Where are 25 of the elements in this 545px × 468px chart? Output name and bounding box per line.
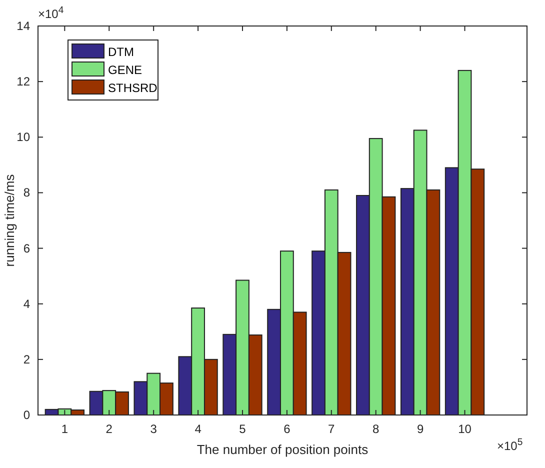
legend-label: DTM [108, 45, 134, 59]
y-tick-label: 8 [23, 186, 30, 200]
x-tick-label: 2 [106, 422, 113, 436]
x-tick-label: 1 [61, 422, 68, 436]
legend-label: STHSRD [108, 81, 158, 95]
y-tick-label: 14 [16, 19, 30, 33]
y-tick-label: 0 [23, 408, 30, 422]
x-tick-label: 7 [328, 422, 336, 436]
x-tick-label: 10 [458, 422, 472, 436]
y-tick-label: 12 [16, 74, 30, 89]
x-tick-label: 5 [239, 422, 246, 436]
y-tick-label: 10 [16, 130, 30, 144]
y-tick-label: 4 [23, 296, 30, 311]
text: ×10$^{4}$ [38, 4, 64, 21]
x-tick-label: 3 [150, 422, 158, 436]
y-tick-label: 6 [23, 241, 30, 256]
x-tick-label: 4 [194, 422, 202, 436]
x-tick-label: 8 [372, 422, 380, 436]
y-tick-label: 2 [23, 352, 30, 366]
x-tick-label: 6 [284, 422, 291, 436]
x-tick-label: 9 [416, 422, 424, 436]
text: ×10$^{5}$ [497, 436, 523, 453]
y-axis-title: running time/ms [2, 174, 17, 267]
legend-label: GENE [108, 63, 142, 77]
x-axis-title: The number of position points [196, 442, 369, 457]
